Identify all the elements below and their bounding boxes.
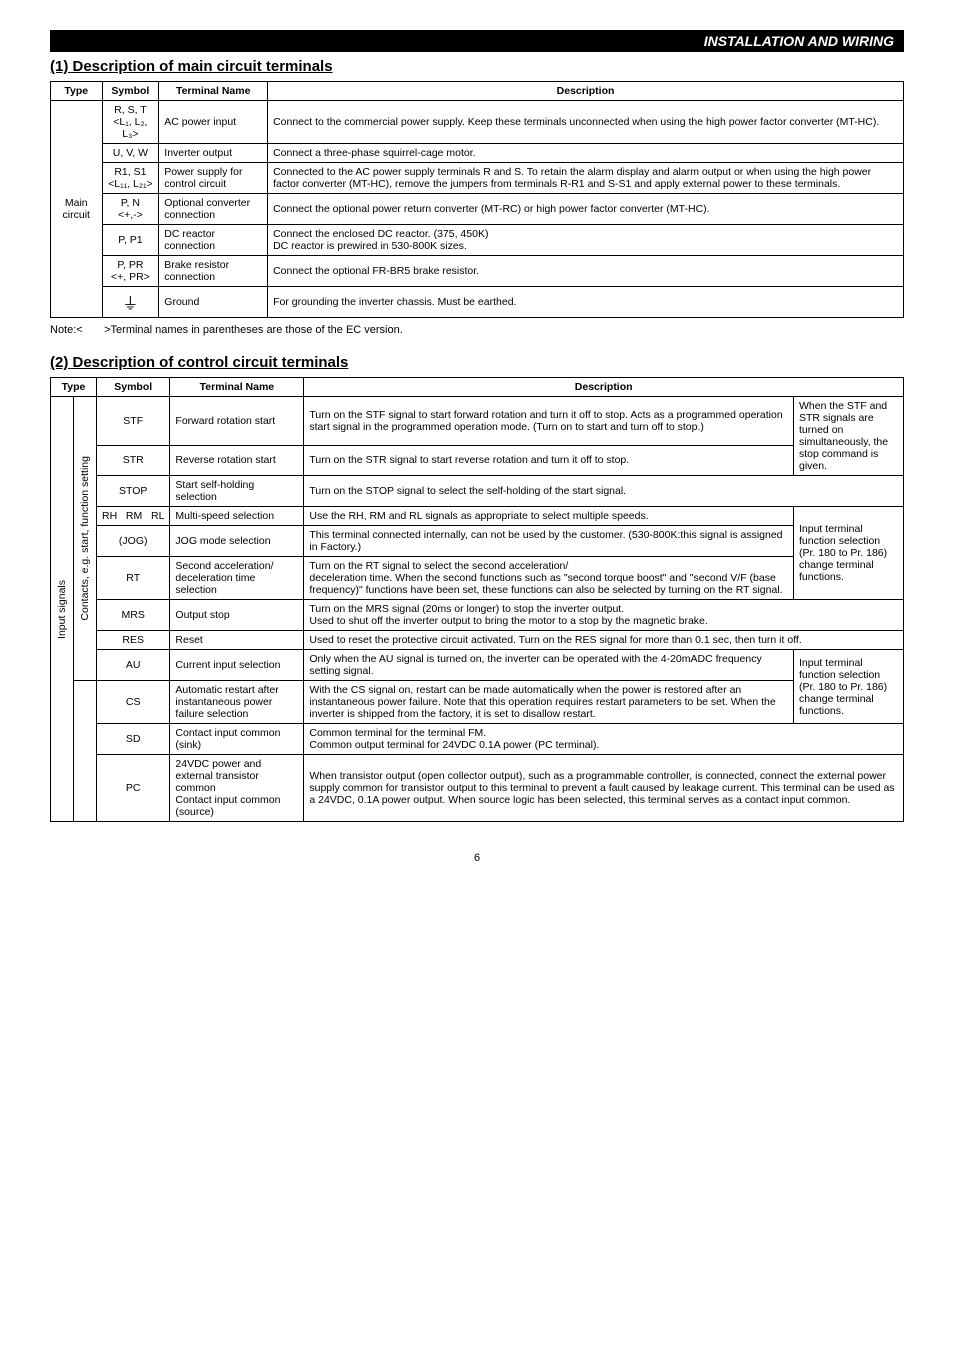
th2-symbol: Symbol bbox=[97, 378, 170, 397]
th-description: Description bbox=[268, 82, 904, 101]
sym-stf: STF bbox=[97, 397, 170, 446]
desc-res: Used to reset the protective circuit act… bbox=[304, 631, 904, 650]
th2-type: Type bbox=[51, 378, 97, 397]
th-type: Type bbox=[51, 82, 103, 101]
desc-stop: Turn on the STOP signal to select the se… bbox=[304, 476, 904, 507]
desc-inverter-output: Connect a three-phase squirrel-cage moto… bbox=[268, 144, 904, 163]
sym-cs: CS bbox=[97, 681, 170, 724]
sym-pp1: P, P1 bbox=[102, 225, 159, 256]
desc-sd: Common terminal for the terminal FM. Com… bbox=[304, 724, 904, 755]
desc-rhrmrl: Use the RH, RM and RL signals as appropr… bbox=[304, 507, 794, 526]
name-jog: JOG mode selection bbox=[170, 526, 304, 557]
sym-au: AU bbox=[97, 650, 170, 681]
name-dc-reactor: DC reactor connection bbox=[159, 225, 268, 256]
sym-rst: R, S, T <L₁, L₂, L₃> bbox=[102, 101, 159, 144]
type-input-signals: Input signals bbox=[51, 397, 74, 822]
name-optional-converter: Optional converter connection bbox=[159, 194, 268, 225]
sym-stop: STOP bbox=[97, 476, 170, 507]
sym-str: STR bbox=[97, 445, 170, 475]
type-main-circuit: Main circuit bbox=[51, 101, 103, 318]
sym-mrs: MRS bbox=[97, 600, 170, 631]
sym-ppr: P, PR <+, PR> bbox=[102, 256, 159, 287]
name-ground: Ground bbox=[159, 287, 268, 318]
sym-pn: P, N <+,-> bbox=[102, 194, 159, 225]
note-stf-str: When the STF and STR signals are turned … bbox=[794, 397, 904, 476]
name-au: Current input selection bbox=[170, 650, 304, 681]
sym-uvw: U, V, W bbox=[102, 144, 159, 163]
sym-ground: ⏚ bbox=[102, 287, 159, 318]
name-brake-resistor: Brake resistor connection bbox=[159, 256, 268, 287]
name-cs: Automatic restart after instantaneous po… bbox=[170, 681, 304, 724]
desc-str: Turn on the STR signal to start reverse … bbox=[304, 445, 794, 475]
page-number: 6 bbox=[50, 852, 904, 864]
section1-title: (1) Description of main circuit terminal… bbox=[50, 58, 904, 75]
desc-cs: With the CS signal on, restart can be ma… bbox=[304, 681, 794, 724]
desc-ground: For grounding the inverter chassis. Must… bbox=[268, 287, 904, 318]
note-input-terminal: Input terminal function selection (Pr. 1… bbox=[794, 507, 904, 600]
sym-rt: RT bbox=[97, 557, 170, 600]
sym-sd: SD bbox=[97, 724, 170, 755]
name-stop: Start self-holding selection bbox=[170, 476, 304, 507]
desc-pc: When transistor output (open collector o… bbox=[304, 755, 904, 822]
sym-r1s1: R1, S1 <L₁₁, L₂₁> bbox=[102, 163, 159, 194]
th-symbol: Symbol bbox=[102, 82, 159, 101]
desc-mrs: Turn on the MRS signal (20ms or longer) … bbox=[304, 600, 904, 631]
name-pc: 24VDC power and external transistor comm… bbox=[170, 755, 304, 822]
name-ac-power: AC power input bbox=[159, 101, 268, 144]
th2-description: Description bbox=[304, 378, 904, 397]
name-mrs: Output stop bbox=[170, 600, 304, 631]
name-rt: Second acceleration/ deceleration time s… bbox=[170, 557, 304, 600]
desc-ac-power: Connect to the commercial power supply. … bbox=[268, 101, 904, 144]
header-bar: INSTALLATION AND WIRING bbox=[50, 30, 904, 52]
sym-rhrmrl: RH RM RL bbox=[97, 507, 170, 526]
name-rhrmrl: Multi-speed selection bbox=[170, 507, 304, 526]
name-power-supply-control: Power supply for control circuit bbox=[159, 163, 268, 194]
name-str: Reverse rotation start bbox=[170, 445, 304, 475]
name-res: Reset bbox=[170, 631, 304, 650]
desc-power-supply-control: Connected to the AC power supply termina… bbox=[268, 163, 904, 194]
desc-optional-converter: Connect the optional power return conver… bbox=[268, 194, 904, 225]
empty-inner bbox=[74, 681, 97, 822]
desc-au: Only when the AU signal is turned on, th… bbox=[304, 650, 794, 681]
desc-jog: This terminal connected internally, can … bbox=[304, 526, 794, 557]
section2-title: (2) Description of control circuit termi… bbox=[50, 354, 904, 371]
name-sd: Contact input common (sink) bbox=[170, 724, 304, 755]
sym-jog: (JOG) bbox=[97, 526, 170, 557]
type-contacts: Contacts, e.g. start, function setting bbox=[74, 397, 97, 681]
sym-res: RES bbox=[97, 631, 170, 650]
sym-pc: PC bbox=[97, 755, 170, 822]
desc-rt: Turn on the RT signal to select the seco… bbox=[304, 557, 794, 600]
table-control-circuit: Type Symbol Terminal Name Description In… bbox=[50, 377, 904, 822]
note-au-cs: Input terminal function selection (Pr. 1… bbox=[794, 650, 904, 724]
desc-brake-resistor: Connect the optional FR-BR5 brake resist… bbox=[268, 256, 904, 287]
th2-terminal-name: Terminal Name bbox=[170, 378, 304, 397]
table-main-circuit: Type Symbol Terminal Name Description Ma… bbox=[50, 81, 904, 318]
name-inverter-output: Inverter output bbox=[159, 144, 268, 163]
desc-dc-reactor: Connect the enclosed DC reactor. (375, 4… bbox=[268, 225, 904, 256]
note-ec-version: Note:< >Terminal names in parentheses ar… bbox=[50, 324, 904, 336]
desc-stf: Turn on the STF signal to start forward … bbox=[304, 397, 794, 446]
name-stf: Forward rotation start bbox=[170, 397, 304, 446]
th-terminal-name: Terminal Name bbox=[159, 82, 268, 101]
